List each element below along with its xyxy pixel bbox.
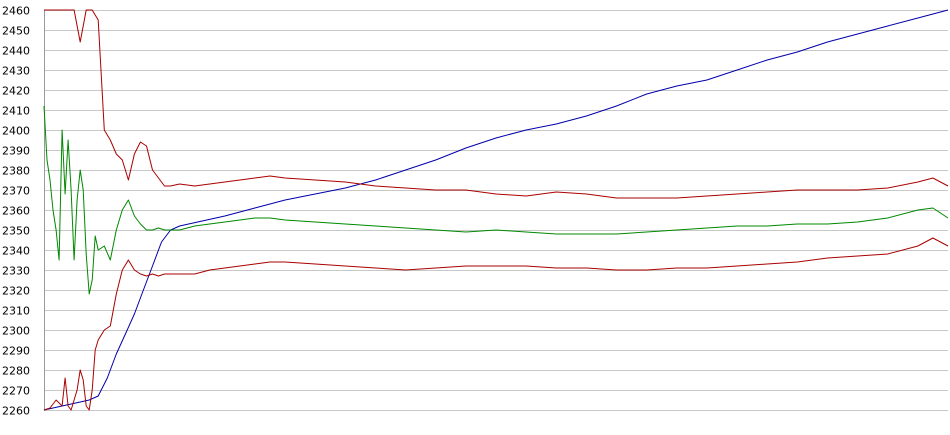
y-tick-label: 2420 <box>2 85 30 98</box>
y-tick-label: 2380 <box>2 165 30 178</box>
y-tick-label: 2350 <box>2 225 30 238</box>
y-tick-label: 2320 <box>2 285 30 298</box>
y-tick-labels: 2260 2270 2280 2290 2300 2310 2320 2330 2340 2350… <box>2 5 30 418</box>
y-tick-label: 2440 <box>2 45 30 58</box>
y-tick-label: 2400 <box>2 125 30 138</box>
y-tick-label: 2280 <box>2 365 30 378</box>
series-line-3 <box>43 105 949 295</box>
y-tick-label: 2390 <box>2 145 30 158</box>
series-layer <box>43 9 949 411</box>
y-tick-label: 2300 <box>2 325 30 338</box>
y-tick-label: 2340 <box>2 245 30 258</box>
y-tick-label: 2460 <box>2 5 30 18</box>
y-tick-label: 2330 <box>2 265 30 278</box>
y-tick-label: 2410 <box>2 105 30 118</box>
series-line-2 <box>44 9 949 199</box>
series-line-4 <box>43 237 949 411</box>
y-tick-label: 2290 <box>2 345 30 358</box>
y-tick-label: 2310 <box>2 305 30 318</box>
y-tick-label: 2430 <box>2 65 30 78</box>
series-line-1 <box>43 9 949 411</box>
y-tick-label: 2270 <box>2 385 30 398</box>
y-tick-label: 2450 <box>2 25 30 38</box>
y-tick-label: 2260 <box>2 405 30 418</box>
y-tick-label: 2360 <box>2 205 30 218</box>
grid-layer <box>44 10 948 411</box>
y-tick-label: 2370 <box>2 185 30 198</box>
